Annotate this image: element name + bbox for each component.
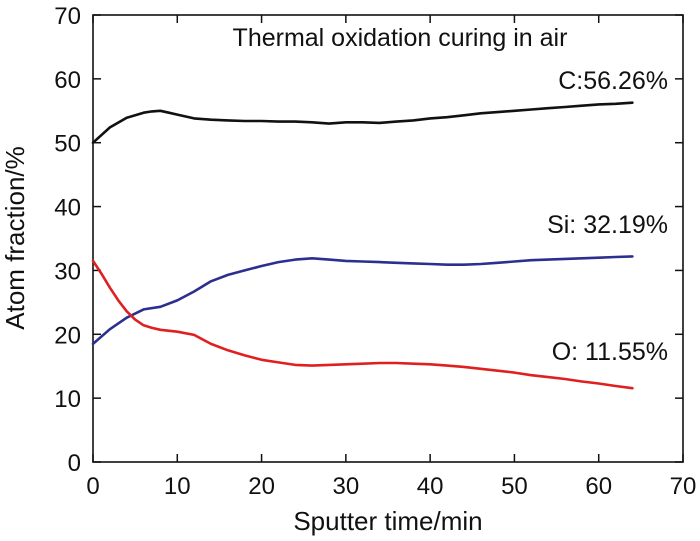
x-tick-label-3: 30 (333, 473, 360, 500)
y-axis-title: Atom fraction/% (0, 146, 30, 330)
x-tick-label-4: 40 (417, 473, 444, 500)
y-tick-label-1: 10 (54, 386, 81, 413)
x-axis-title: Sputter time/min (293, 506, 482, 536)
series-line-si (91, 255, 634, 346)
y-tick-label-3: 30 (54, 258, 81, 285)
chart-title: Thermal oxidation curing in air (233, 24, 568, 52)
x-tick-label-2: 20 (248, 473, 275, 500)
x-tick-label-0: 0 (86, 473, 99, 500)
x-tick-label-1: 10 (164, 473, 191, 500)
plot-frame (92, 14, 684, 463)
series-label-c: C:56.26% (558, 67, 668, 95)
series-line-o (91, 259, 634, 390)
series-line-c (91, 101, 634, 144)
axis-ticks (92, 14, 684, 463)
y-tick-label-7: 70 (54, 3, 81, 30)
y-tick-label-5: 50 (54, 131, 81, 158)
x-tick-label-5: 50 (501, 473, 528, 500)
y-tick-label-0: 0 (68, 450, 81, 477)
y-tick-label-4: 40 (54, 195, 81, 222)
x-tick-label-6: 60 (585, 473, 612, 500)
x-tick-label-7: 70 (670, 473, 697, 500)
y-tick-label-2: 20 (54, 322, 81, 349)
series-label-o: O: 11.55% (552, 338, 668, 366)
series-lines (91, 101, 634, 390)
axis-tick-labels: 0 10 20 30 40 50 60 70 0 10 20 30 40 50 60 70 (54, 3, 696, 500)
series-label-si: Si: 32.19% (547, 211, 668, 239)
y-tick-label-6: 60 (54, 67, 81, 94)
